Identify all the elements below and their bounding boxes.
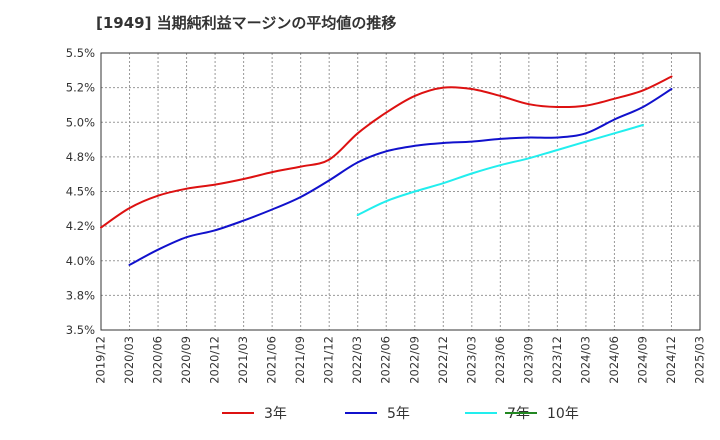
x-tick-label: 2020/09 [179, 336, 193, 384]
x-tick-label: 2022/12 [436, 336, 450, 384]
x-tick-label: 2022/09 [407, 336, 421, 384]
x-tick-label: 2019/12 [94, 336, 108, 384]
x-tick-label: 2022/06 [379, 336, 393, 384]
plot-frame [100, 52, 701, 331]
y-tick-label: 4.5% [66, 185, 95, 199]
legend: 3年5年7年10年 [222, 406, 579, 422]
x-tick-label: 2024/09 [635, 336, 649, 384]
x-tick-label: 2023/03 [464, 336, 478, 384]
x-tick-label: 2020/03 [122, 336, 136, 384]
x-tick-label: 2023/09 [521, 336, 535, 384]
y-tick-label: 5.2% [66, 81, 95, 95]
x-tick-label: 2023/06 [493, 336, 507, 384]
y-tick-label: 5.5% [66, 46, 95, 60]
y-tick-label: 3.5% [66, 323, 95, 337]
y-tick-label: 4.8% [66, 150, 95, 164]
x-tick-label: 2024/03 [578, 336, 592, 384]
chart-title: [1949] 当期純利益マージンの平均値の推移 [96, 14, 396, 32]
legend-label-3年: 3年 [264, 406, 287, 422]
x-tick-label: 2022/03 [350, 336, 364, 384]
series-line-7年 [356, 124, 644, 216]
y-tick-label: 4.0% [66, 254, 95, 268]
series-line-3年 [100, 75, 673, 229]
x-tick-label: 2020/12 [208, 336, 222, 384]
series-line-5年 [128, 88, 673, 266]
x-tick-label: 2024/06 [607, 336, 621, 384]
x-tick-label: 2021/06 [265, 336, 279, 384]
legend-label-5年: 5年 [387, 406, 410, 422]
x-tick-label: 2021/03 [236, 336, 250, 384]
x-tick-label: 2021/12 [322, 336, 336, 384]
y-tick-label: 5.0% [66, 115, 95, 129]
x-tick-label: 2024/12 [664, 336, 678, 384]
y-tick-label: 4.2% [66, 219, 95, 233]
x-tick-label: 2023/12 [550, 336, 564, 384]
x-axis-ticks: 2019/12 2020/03 2020/06 2020/09 2020/12 2021/… [94, 336, 707, 384]
series-layer [100, 75, 673, 266]
y-tick-label: 3.8% [66, 288, 95, 302]
legend-label-10年: 10年 [547, 406, 579, 422]
x-tick-label: 2021/09 [293, 336, 307, 384]
x-tick-label: 2020/06 [151, 336, 165, 384]
y-axis-ticks: 5.5% 5.2% 5.0% 4.8% 4.5% 4.2% 4.0% 3.8% 3.5% [66, 46, 95, 337]
x-tick-label: 2025/03 [693, 336, 707, 384]
